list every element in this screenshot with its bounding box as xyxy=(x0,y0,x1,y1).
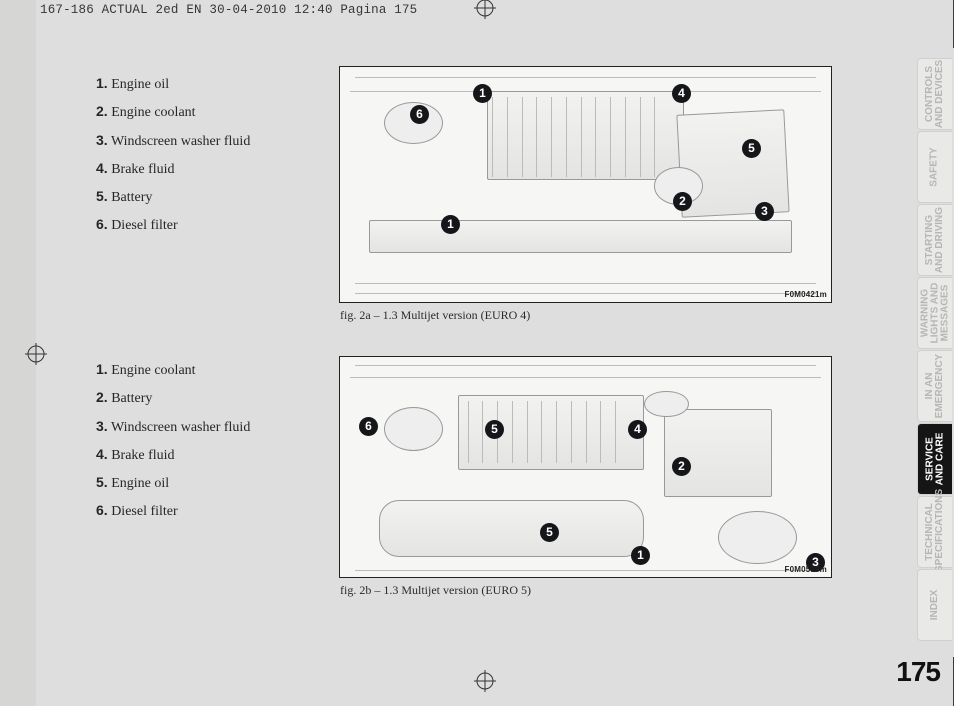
legend-text: Windscreen washer fluid xyxy=(111,134,250,149)
section-tab-label: IN ANEMERGENCY xyxy=(925,354,945,418)
page-number: 175 xyxy=(896,656,940,688)
legend-num: 3. xyxy=(96,418,108,434)
page: 167-186 ACTUAL 2ed EN 30-04-2010 12:40 P… xyxy=(36,0,954,706)
callout-marker: 5 xyxy=(540,523,559,542)
callout-marker: 5 xyxy=(485,420,504,439)
callout-marker: 1 xyxy=(473,84,492,103)
callout-marker: 2 xyxy=(673,192,692,211)
legend-text: Windscreen washer fluid xyxy=(111,420,250,435)
legend-num: 5. xyxy=(96,188,108,204)
callout-marker: 5 xyxy=(742,139,761,158)
legend-num: 4. xyxy=(96,446,108,462)
callout-marker: 1 xyxy=(441,215,460,234)
legend-num: 4. xyxy=(96,160,108,176)
legend-text: Engine oil xyxy=(111,476,169,491)
section-tab[interactable]: TECHNICALSPECIFICATIONS xyxy=(917,496,952,568)
legend-num: 3. xyxy=(96,132,108,148)
figure-a-drawing xyxy=(340,67,831,302)
legend-num: 5. xyxy=(96,474,108,490)
legend-num: 2. xyxy=(96,103,108,119)
legend-num: 6. xyxy=(96,502,108,518)
legend-text: Engine oil xyxy=(111,77,169,92)
section-tab[interactable]: SERVICEAND CARE xyxy=(917,423,952,495)
callout-marker: 2 xyxy=(672,457,691,476)
callout-marker: 4 xyxy=(672,84,691,103)
legend-a: 1. Engine oil 2. Engine coolant 3. Winds… xyxy=(96,70,326,240)
registration-mark-left xyxy=(25,343,47,365)
figure-b: 6542513 F0M0519m xyxy=(339,356,832,578)
section-tab[interactable]: SAFETY xyxy=(917,131,952,203)
registration-mark-bottom xyxy=(474,670,496,692)
legend-num: 6. xyxy=(96,216,108,232)
slug-line: 167-186 ACTUAL 2ed EN 30-04-2010 12:40 P… xyxy=(40,3,417,17)
figure-b-caption: fig. 2b – 1.3 Multijet version (EURO 5) xyxy=(340,583,531,598)
section-tab[interactable]: IN ANEMERGENCY xyxy=(917,350,952,422)
figure-a-code: F0M0421m xyxy=(784,290,827,299)
side-tabs: CONTROLSAND DEVICES SAFETY STARTINGAND DRI… xyxy=(917,58,952,642)
legend-num: 2. xyxy=(96,389,108,405)
section-tab[interactable]: STARTINGAND DRIVING xyxy=(917,204,952,276)
section-tab-label: SERVICEAND CARE xyxy=(925,433,945,486)
registration-mark-top xyxy=(474,0,496,19)
section-tab[interactable]: INDEX xyxy=(917,569,952,641)
legend-text: Battery xyxy=(111,391,152,406)
legend-text: Engine coolant xyxy=(111,105,195,120)
section-tab-label: TECHNICALSPECIFICATIONS xyxy=(925,492,945,572)
figure-b-drawing xyxy=(340,357,831,577)
callout-marker: 1 xyxy=(631,546,650,565)
figure-b-code: F0M0519m xyxy=(784,565,827,574)
legend-text: Battery xyxy=(111,190,152,205)
legend-text: Brake fluid xyxy=(111,448,174,463)
section-tab-label: INDEX xyxy=(930,588,940,622)
section-tab[interactable]: CONTROLSAND DEVICES xyxy=(917,58,952,130)
callout-marker: 6 xyxy=(410,105,429,124)
legend-text: Engine coolant xyxy=(111,363,195,378)
callout-marker: 6 xyxy=(359,417,378,436)
legend-b: 1. Engine coolant 2. Battery 3. Windscre… xyxy=(96,356,326,526)
legend-text: Diesel filter xyxy=(111,504,177,519)
legend-text: Brake fluid xyxy=(111,162,174,177)
legend-text: Diesel filter xyxy=(111,218,177,233)
section-tab-label: STARTINGAND DRIVING xyxy=(925,207,945,273)
figure-a-caption: fig. 2a – 1.3 Multijet version (EURO 4) xyxy=(340,308,530,323)
callout-marker: 3 xyxy=(755,202,774,221)
legend-num: 1. xyxy=(96,75,108,91)
section-tab-label: SAFETY xyxy=(930,147,940,186)
callout-marker: 4 xyxy=(628,420,647,439)
section-tab[interactable]: WARNINGLIGHTS ANDMESSAGES xyxy=(917,277,952,349)
section-tab-label: WARNINGLIGHTS ANDMESSAGES xyxy=(920,283,950,344)
legend-num: 1. xyxy=(96,361,108,377)
figure-a: 1 4 6 5 2 3 1 F0M0421m xyxy=(339,66,832,303)
section-tab-label: CONTROLSAND DEVICES xyxy=(925,60,945,128)
